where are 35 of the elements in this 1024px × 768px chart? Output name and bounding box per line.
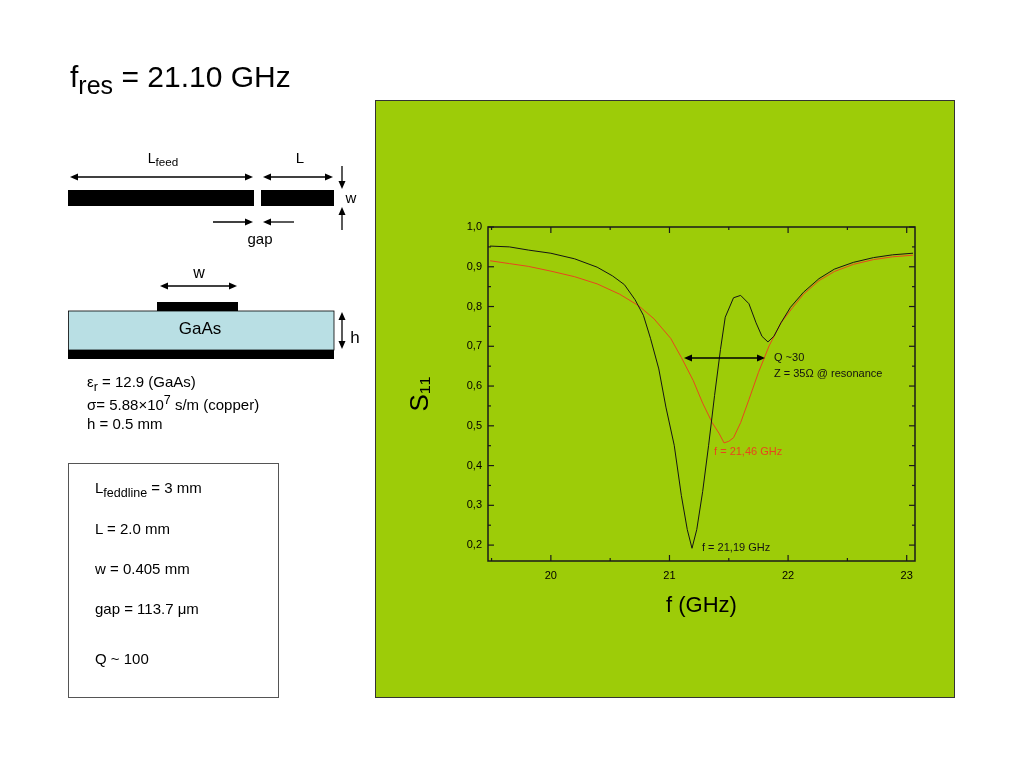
y-tick-label: 1,0	[466, 220, 482, 233]
annotation: Q ~30	[774, 350, 805, 364]
text: h = 0.5 mm	[87, 414, 163, 433]
y-tick-label: 0,4	[466, 458, 482, 471]
text: w	[193, 264, 205, 282]
y-tick-label: 0,8	[466, 299, 482, 312]
text: f$_{res}$ = 21.10 GHz	[70, 60, 291, 100]
x-tick-label: 20	[544, 568, 557, 581]
text: w	[345, 188, 357, 207]
y-tick-label: 0,2	[466, 538, 482, 551]
text: ε$_{r}$ = 12.9 (GaAs)	[87, 372, 196, 395]
text: w = 0.405 mm	[95, 559, 190, 578]
x-tick-label: 21	[663, 568, 676, 581]
annotation: f = 21,46 GHz	[714, 444, 783, 457]
text: L	[295, 148, 305, 167]
y-tick-label: 0,3	[466, 498, 482, 511]
text: h	[350, 327, 360, 348]
y-axis-title: S₁₁	[403, 376, 434, 412]
annotation: Z = 35Ω @ resonance	[774, 366, 883, 380]
x-tick-label: 23	[900, 568, 913, 581]
y-tick-label: 0,5	[466, 418, 482, 431]
text: σ= 5.88×10$^{7}$ s/m (copper)	[87, 393, 260, 414]
y-tick-label: 0,7	[466, 339, 482, 352]
text: L = 2.0 mm	[95, 519, 170, 538]
text: GaAs	[178, 318, 222, 339]
x-tick-label: 22	[781, 568, 795, 581]
annotation: f = 21,19 GHz	[702, 541, 771, 554]
text: L$_{feddline}$ = 3 mm	[95, 478, 202, 501]
text: gap = 113.7 μm	[95, 599, 199, 618]
text: gap	[247, 229, 273, 248]
text: Q ~ 100	[95, 649, 149, 668]
x-axis-title: f (GHz)	[666, 591, 737, 617]
y-tick-label: 0,6	[466, 379, 482, 392]
y-tick-label: 0,9	[466, 259, 482, 272]
text: L$_{feed}$	[147, 149, 179, 170]
